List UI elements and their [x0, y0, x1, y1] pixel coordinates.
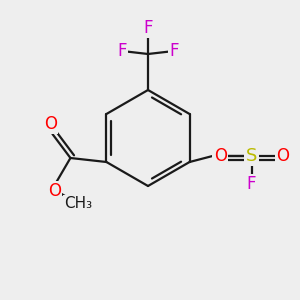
Text: F: F: [143, 19, 153, 37]
Text: F: F: [117, 42, 127, 60]
Text: CH₃: CH₃: [64, 196, 92, 211]
Text: F: F: [169, 42, 179, 60]
Text: O: O: [48, 182, 61, 200]
Text: O: O: [44, 115, 57, 133]
Text: O: O: [214, 147, 227, 165]
Text: S: S: [246, 147, 257, 165]
Text: O: O: [213, 147, 226, 165]
Text: F: F: [247, 175, 256, 193]
Text: O: O: [276, 147, 289, 165]
